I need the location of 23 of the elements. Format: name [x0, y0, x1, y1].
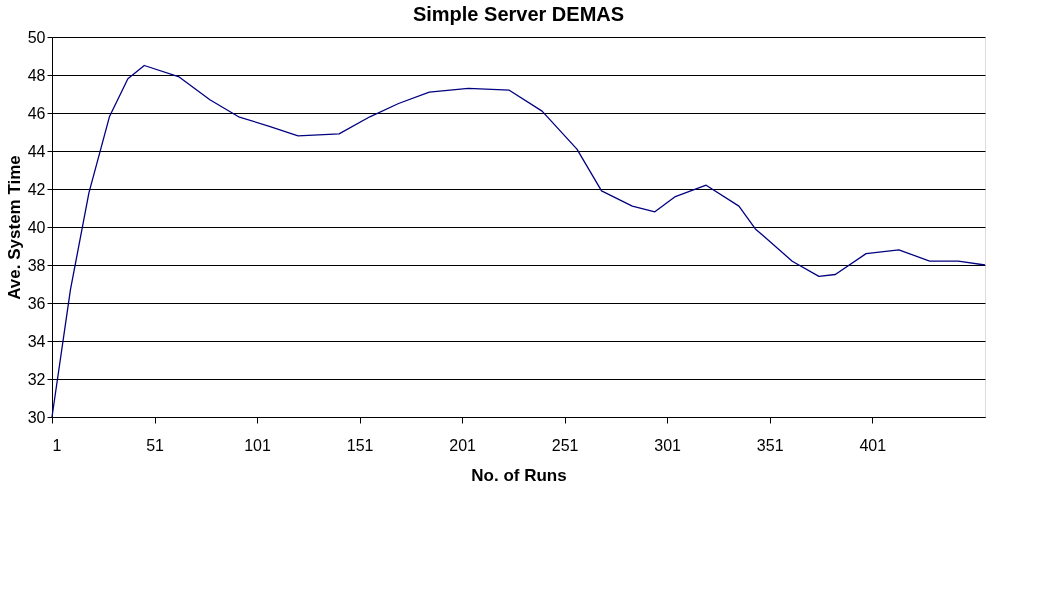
y-tick-label: 44 [27, 142, 46, 160]
y-tick-label: 32 [27, 370, 46, 388]
y-tick-label: 42 [27, 180, 46, 198]
x-tick-label: 201 [449, 436, 477, 454]
y-tick-label: 34 [27, 332, 46, 350]
y-axis-title: Ave. System Time [4, 155, 24, 300]
chart-title: Simple Server DEMAS [412, 3, 625, 25]
x-tick-label: 51 [146, 436, 165, 454]
x-axis-title: No. of Runs [471, 465, 567, 485]
y-tick-label: 50 [27, 28, 46, 46]
x-tick-label: 151 [346, 436, 374, 454]
y-tick-label: 30 [27, 408, 46, 426]
y-tick-label: 40 [27, 218, 46, 236]
y-tick-label: 38 [27, 256, 46, 274]
y-tick-label: 48 [27, 66, 46, 84]
x-tick-label: 251 [551, 436, 579, 454]
x-tick-label: 401 [859, 436, 887, 454]
x-tick-label: 301 [654, 436, 682, 454]
x-tick-label: 351 [756, 436, 784, 454]
y-tick-label: 46 [27, 104, 46, 122]
x-tick-label: 1 [52, 436, 62, 454]
y-tick-label: 36 [27, 294, 46, 312]
x-tick-label: 101 [244, 436, 271, 454]
